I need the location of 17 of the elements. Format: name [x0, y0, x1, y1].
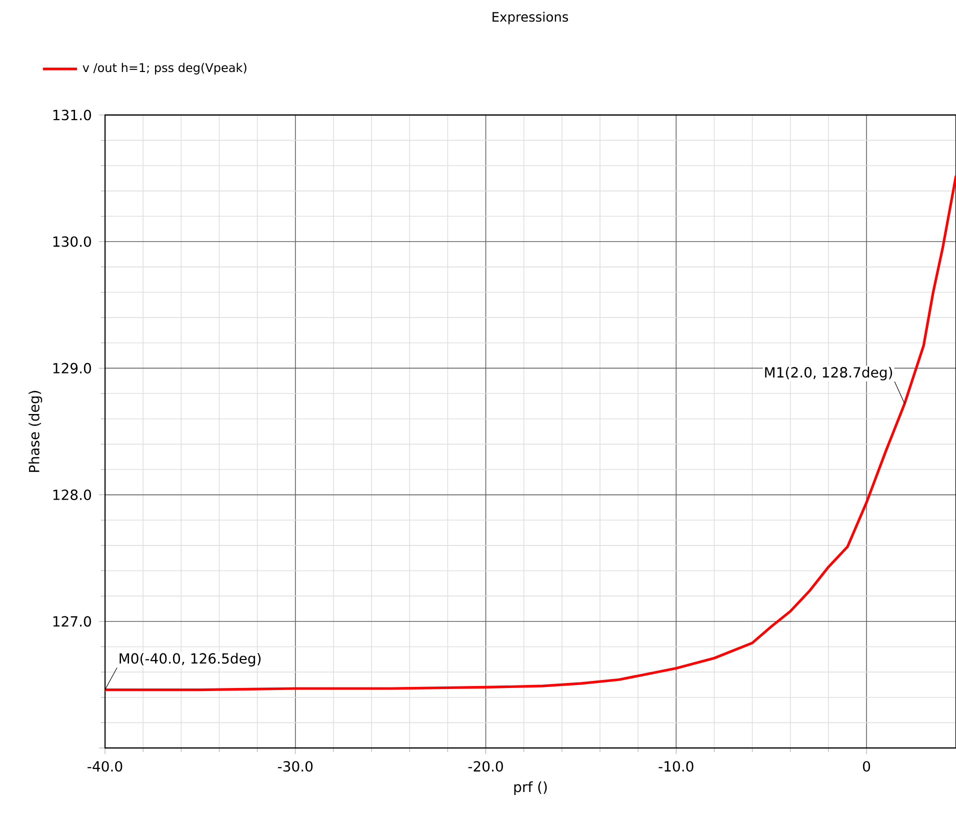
x-tick-label: -20.0: [468, 761, 503, 772]
chart-title: Expressions: [492, 12, 568, 24]
y-tick-label: 129.0: [53, 362, 91, 374]
annotation: M1(2.0, 128.7deg): [765, 366, 892, 380]
y-tick-label: 128.0: [53, 490, 91, 500]
y-tick-label: 127.0: [53, 616, 91, 627]
legend-label: v /out h=1; pss deg(Vpeak): [82, 62, 246, 74]
y-tick-label: 130.0: [53, 236, 91, 247]
x-tick-label: 0: [862, 761, 870, 772]
line-series: [105, 174, 956, 692]
annotation: M0(-40.0, 126.5deg): [120, 652, 261, 666]
y-axis-title: Phase (deg): [28, 390, 42, 472]
x-tick-label: -30.0: [278, 761, 313, 772]
x-tick-label: -40.0: [88, 761, 122, 772]
y-tick-label: 131.0: [53, 110, 91, 120]
x-axis-title: prf (): [514, 781, 547, 795]
x-tick-label: -10.0: [658, 761, 694, 772]
